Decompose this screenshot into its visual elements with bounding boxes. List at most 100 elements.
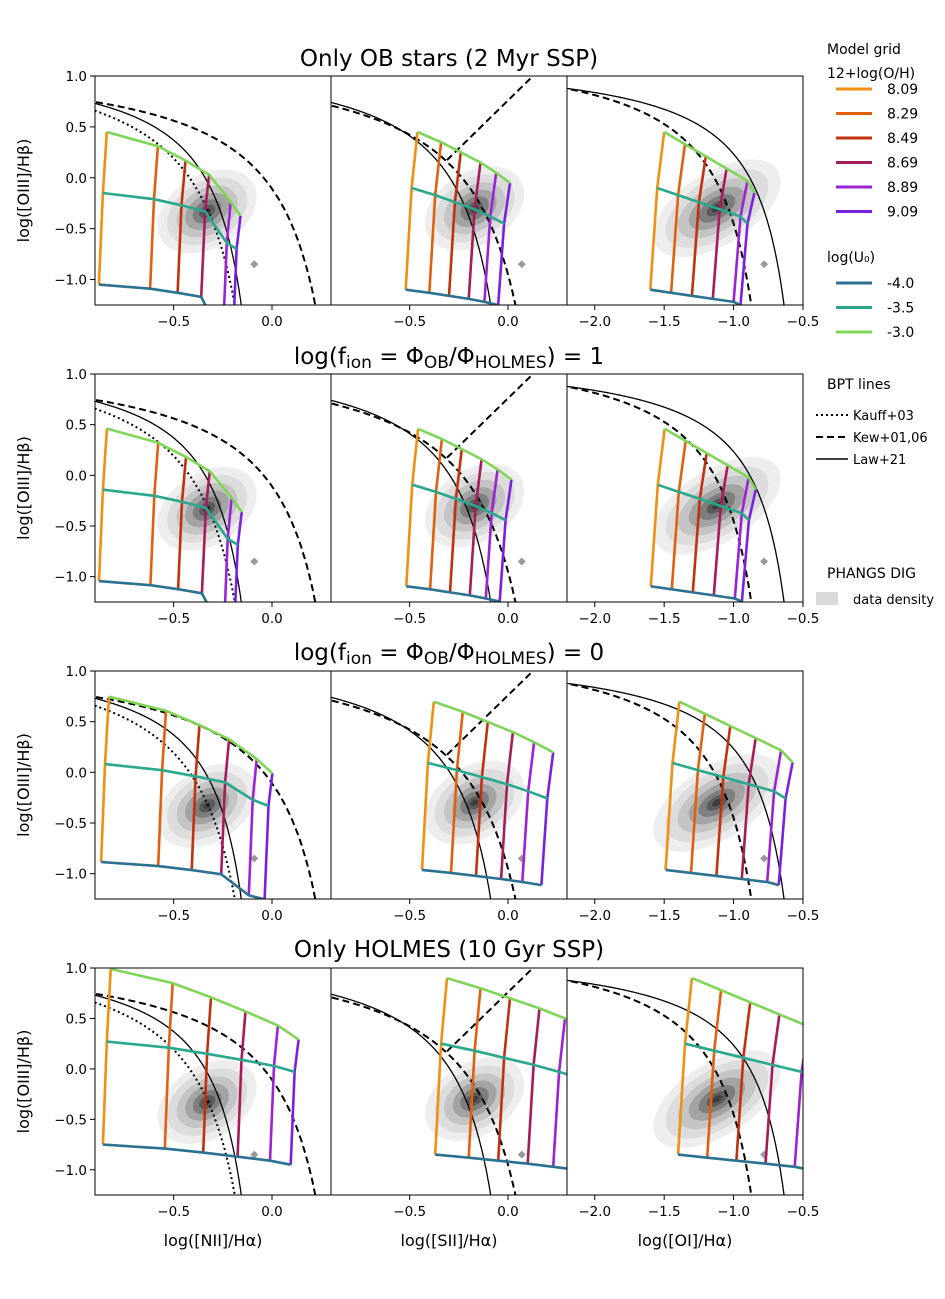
panel-r1-c3: −2.0 −1.5 −1.0 −0.5 xyxy=(566,75,819,330)
density-outlier xyxy=(250,1150,259,1159)
grid-u--3.5 xyxy=(427,761,548,800)
panel-r3-c3: −2.0 −1.5 −1.0 −0.5 xyxy=(566,670,819,924)
density-outlier xyxy=(760,557,769,566)
row-title-2: log(fion = ΦOB/ΦHOLMES) = 1 xyxy=(294,344,604,373)
x-axis-label: log([OI]/Hα) xyxy=(638,1231,733,1250)
density-outlier xyxy=(760,854,769,863)
y-tick-label: −1.0 xyxy=(54,273,87,289)
panel-r2-c1: −0.5 0.0 1.0 0.5 0.0 −0.5 −1.0 log([OIII]/Hβ) xyxy=(14,367,332,627)
kauff03-line xyxy=(95,1001,236,1195)
panel-plot-area xyxy=(331,374,535,602)
density-outlier xyxy=(517,260,526,269)
x-tick-label: −2.0 xyxy=(578,314,611,330)
grid-u--3.0 xyxy=(106,130,242,217)
grid-u--4.0 xyxy=(98,283,207,305)
panel-r3-c1: −0.5 0.0 1.0 0.5 0.0 −0.5 −1.0 log([OIII]/Hβ) xyxy=(14,664,332,924)
grid-u--3.0 xyxy=(108,695,274,775)
grid-metal-8.29 xyxy=(149,442,160,586)
grid-u--3.5 xyxy=(672,761,787,800)
panel-plot-area xyxy=(95,100,317,305)
kew01-line xyxy=(567,979,753,1195)
density-outlier xyxy=(760,260,769,269)
x-tick-label: 0.0 xyxy=(261,908,282,924)
grid-metal-8.09 xyxy=(405,428,420,587)
law21-line xyxy=(331,993,492,1195)
y-axis-label: log([OIII]/Hβ) xyxy=(14,139,33,243)
grid-metal-8.89 xyxy=(268,1025,280,1161)
kew06-seyfert-line xyxy=(446,76,535,161)
grid-metal-8.09 xyxy=(99,696,111,863)
kew01-line xyxy=(331,104,517,305)
x-tick-label: −1.5 xyxy=(648,314,681,330)
law21-line xyxy=(567,682,785,899)
x-tick-label: −2.0 xyxy=(578,1204,611,1220)
x-tick-label: −0.5 xyxy=(157,1204,190,1220)
law21-line xyxy=(331,101,492,305)
grid-u--3.0 xyxy=(678,700,794,764)
legend-metal-label: 8.49 xyxy=(887,131,918,147)
x-tick-label: −1.5 xyxy=(648,908,681,924)
y-tick-label: 1.0 xyxy=(66,367,87,383)
x-tick-label: 0.0 xyxy=(497,1204,518,1220)
grid-u--3.0 xyxy=(664,427,757,491)
x-tick-label: −1.5 xyxy=(648,1204,681,1220)
panel-r2-c2: −0.5 0.0 xyxy=(330,373,568,627)
grid-u--3.0 xyxy=(106,427,243,513)
x-tick-label: 0.0 xyxy=(261,314,282,330)
row-title-4: Only HOLMES (10 Gyr SSP) xyxy=(294,937,604,963)
x-tick-label: −0.5 xyxy=(787,1204,820,1220)
grid-u--3.0 xyxy=(446,976,567,1021)
legend-u-label: -3.0 xyxy=(887,325,914,341)
panel-r1-c2: −0.5 0.0 xyxy=(330,75,568,330)
y-axis-label: log([OIII]/Hβ) xyxy=(14,436,33,540)
y-tick-label: −1.0 xyxy=(54,1163,87,1179)
legend-u-label: -4.0 xyxy=(887,276,914,292)
grid-metal-8.89 xyxy=(551,1018,567,1167)
density-level xyxy=(712,798,722,807)
grid-u--3.5 xyxy=(411,186,505,225)
x-tick-label: −2.0 xyxy=(578,611,611,627)
panel-r4-c3: −2.0 −1.5 −1.0 −0.5 log([OI]/Hα) xyxy=(566,967,820,1250)
grid-metal-8.09 xyxy=(97,131,109,285)
grid-u--3.5 xyxy=(102,488,239,547)
grid-u--3.0 xyxy=(691,976,803,1026)
y-tick-label: 0.0 xyxy=(66,468,87,484)
panel-plot-area xyxy=(95,398,317,602)
y-tick-label: 0.5 xyxy=(66,120,87,136)
kew06-seyfert-line xyxy=(446,671,535,756)
grid-metal-9.09 xyxy=(289,1039,300,1165)
grid-u--4.0 xyxy=(650,288,742,305)
panel-plot-area xyxy=(331,671,555,899)
grid-u--3.0 xyxy=(417,427,513,481)
x-tick-label: −0.5 xyxy=(157,314,190,330)
grid-u--3.0 xyxy=(110,968,300,1041)
x-tick-label: −0.5 xyxy=(787,611,820,627)
kew01-line xyxy=(567,385,753,602)
panel-plot-area xyxy=(567,976,803,1195)
grid-u--3.5 xyxy=(106,1040,295,1074)
kauff03-line xyxy=(95,704,236,899)
x-tick-label: 0.0 xyxy=(497,611,518,627)
legend-metal-label: 9.09 xyxy=(887,205,918,221)
kew01-line xyxy=(95,100,317,305)
grid-u--4.0 xyxy=(421,868,542,887)
law21-line xyxy=(95,400,242,602)
law21-line xyxy=(567,385,785,602)
legend-metal-title: 12+log(O/H) xyxy=(827,66,915,82)
panel-plot-area xyxy=(567,87,785,305)
x-tick-label: 0.0 xyxy=(497,314,518,330)
grid-u--3.5 xyxy=(656,186,749,225)
grid-metal-8.09 xyxy=(420,701,436,870)
y-tick-label: 0.0 xyxy=(66,1062,87,1078)
panel-plot-area xyxy=(95,968,317,1195)
density-outlier xyxy=(250,260,259,269)
legend-dig-label: data density xyxy=(853,593,934,608)
x-tick-label: −0.5 xyxy=(157,908,190,924)
row-title-1: Only OB stars (2 Myr SSP) xyxy=(300,46,598,72)
panel-plot-area xyxy=(567,385,785,602)
y-tick-label: 1.0 xyxy=(66,961,87,977)
legend-bpt-label: Law+21 xyxy=(853,453,906,468)
x-tick-label: 0.0 xyxy=(261,1204,282,1220)
y-tick-label: −0.5 xyxy=(54,816,87,832)
density-outlier xyxy=(517,557,526,566)
